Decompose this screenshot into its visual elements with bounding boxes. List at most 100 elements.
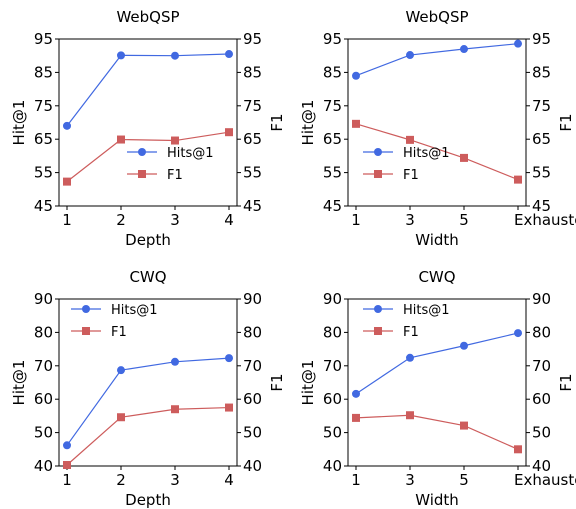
hits-series-line [66,357,230,446]
x-tick-label: 1 [62,211,72,229]
legend-f1-marker [138,170,146,178]
y-tick-label-left: 40 [323,457,342,475]
legend-hits-label: Hits@1 [403,303,450,318]
y-tick-label-right: 55 [243,164,262,182]
x-tick-label: 3 [170,471,180,489]
legend-hits-label: Hits@1 [167,146,214,161]
x-tick-label: 4 [224,471,234,489]
y-tick-label-left: 45 [34,197,53,215]
y-tick-label-right: 75 [243,97,262,115]
y-tick-label-right: 65 [532,130,551,148]
f1-series-line [66,406,230,466]
hits-series-line [355,43,519,77]
y-tick-label-right: 60 [243,390,262,408]
legend-f1-marker [82,327,90,335]
hits-series-point [117,51,125,60]
legend-f1-label: F1 [403,325,419,340]
y-tick-label-right: 60 [532,390,551,408]
f1-series-point [406,411,414,420]
y-tick-label-right: 75 [532,97,551,115]
f1-series-point [171,405,179,414]
f1-series-point [225,403,233,412]
y-tick-label-right: 70 [243,357,262,375]
f1-series-point [117,413,125,422]
x-tick-label: 5 [459,471,469,489]
x-tick-label: 3 [170,211,180,229]
y-tick-label-left: 65 [34,130,53,148]
hits-series-line [66,53,230,127]
y-tick-label-left: 60 [323,390,342,408]
y-tick-label-left: 90 [323,290,342,308]
f1-series-point [460,421,468,430]
f1-series-point [460,153,468,162]
legend-hits-marker [374,148,382,156]
plot-frame [347,38,527,207]
x-axis-label: Depth [125,231,171,249]
x-tick-label: Exhausted [514,211,576,229]
x-tick-label: 1 [351,211,361,229]
y-tick-label-right: 45 [243,197,262,215]
y-tick-label-left: 75 [323,97,342,115]
legend-f1-marker [374,327,382,335]
y-axis-label-left: Hit@1 [299,100,317,146]
x-tick-label: 1 [351,471,361,489]
hits-series-point [225,50,233,59]
legend-hits-marker [82,305,90,313]
f1-series-point [225,128,233,137]
chart-panel-3: CWQ 40 40 50 50 60 60 70 70 80 80 90 90 1 2 3 4 Depth Hit@… [10,268,286,509]
f1-series-point [406,135,414,144]
chart-title: CWQ [129,268,166,286]
f1-series-point [171,136,179,145]
y-tick-label-right: 70 [532,357,551,375]
x-tick-label: 3 [405,211,415,229]
legend-hits-marker [138,148,146,156]
legend-f1-label: F1 [403,168,419,183]
y-tick-label-left: 55 [323,164,342,182]
y-tick-label-left: 95 [323,30,342,48]
y-tick-label-right: 55 [532,164,551,182]
f1-series-line [355,123,519,181]
y-tick-label-left: 85 [323,63,342,81]
chart-panel-4: CWQ 40 40 50 50 60 60 70 70 80 80 90 90 1 3 5 Exhausted W… [299,268,576,509]
f1-series-point [117,135,125,144]
f1-series-point [514,175,522,184]
plot-frame [347,298,527,467]
y-tick-label-left: 90 [34,290,53,308]
y-tick-label-right: 50 [243,424,262,442]
y-tick-label-right: 90 [532,290,551,308]
hits-series-point [514,329,522,338]
hits-series-line [355,332,519,395]
hits-series-point [406,51,414,60]
legend-f1-label: F1 [111,325,127,340]
x-tick-label: 4 [224,211,234,229]
y-tick-label-right: 50 [532,424,551,442]
plot-frame [58,38,238,207]
hits-series-point [63,121,71,130]
y-axis-label-right: F1 [268,113,286,131]
chart-panel-2: WebQSP 45 45 55 55 65 65 75 75 85 85 95 95 1 3 5 Exhaust… [299,8,576,249]
chart-panel-1: WebQSP 45 45 55 55 65 65 75 75 85 85 95 95 1 2 3 4 Depth H… [10,8,286,249]
legend-hits-marker [374,305,382,313]
y-tick-label-right: 65 [243,130,262,148]
hits-series-point [352,71,360,80]
f1-series-point [514,445,522,454]
x-tick-label: 5 [459,211,469,229]
y-tick-label-left: 40 [34,457,53,475]
y-tick-label-right: 80 [243,323,262,341]
x-tick-label: 2 [116,211,126,229]
y-tick-label-left: 60 [34,390,53,408]
y-tick-label-left: 50 [34,424,53,442]
hits-series-point [514,39,522,48]
y-tick-label-left: 75 [34,97,53,115]
hits-series-point [117,366,125,375]
hits-series-point [406,353,414,362]
f1-series-line [355,414,519,450]
hits-series-point [63,441,71,450]
x-axis-label: Depth [125,491,171,509]
hits-series-point [171,51,179,60]
legend-hits-label: Hits@1 [403,146,450,161]
x-axis-label: Width [415,491,459,509]
hits-series-point [460,45,468,54]
y-axis-label-right: F1 [557,113,575,131]
y-tick-label-right: 45 [532,197,551,215]
